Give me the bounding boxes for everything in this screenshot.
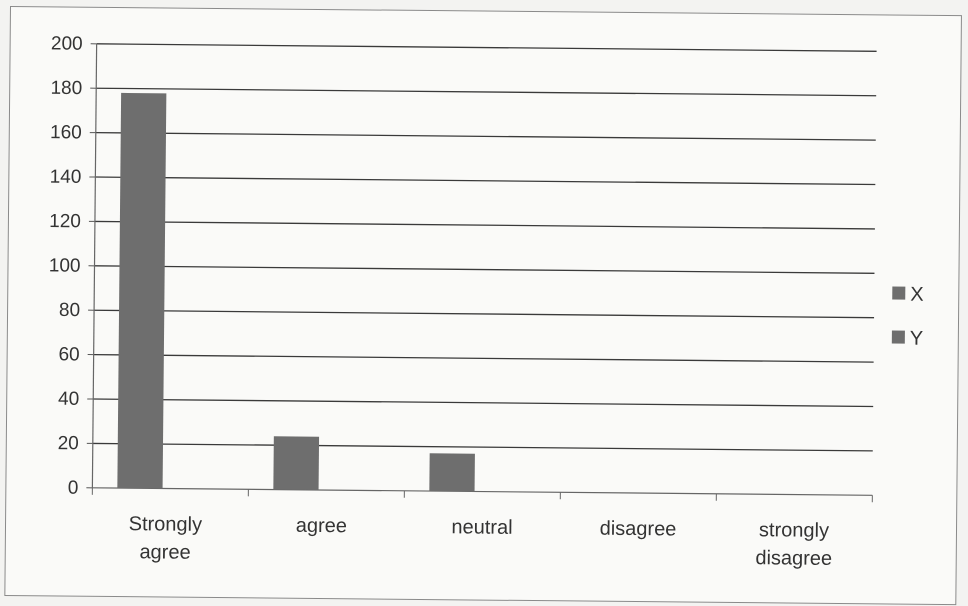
- y-tick-label: 60: [58, 344, 79, 365]
- bar-x-1: [273, 436, 320, 490]
- bars: [117, 92, 475, 492]
- x-category-label: strongly disagree: [755, 519, 832, 570]
- gridline: [94, 220, 875, 230]
- gridline: [95, 131, 876, 141]
- gridline: [95, 176, 876, 186]
- y-axis-line: [91, 43, 98, 488]
- y-tick-label: 140: [50, 167, 82, 188]
- bar-x-2: [429, 453, 475, 492]
- y-tick-label: 160: [50, 122, 82, 143]
- legend-label-y: Y: [910, 328, 924, 350]
- gridline: [93, 353, 874, 363]
- y-tick-label: 80: [59, 300, 80, 321]
- gridline: [93, 398, 874, 408]
- x-category-label: Strongly agree: [128, 513, 202, 564]
- x-category-label: neutral: [451, 516, 512, 539]
- y-tick-label: 100: [49, 255, 81, 276]
- gridlines: [92, 43, 877, 452]
- y-tick-label: 0: [68, 478, 79, 499]
- legend-swatch-x: [892, 286, 906, 300]
- gridline: [94, 265, 875, 274]
- gridline: [96, 87, 877, 97]
- legend: XY: [891, 284, 924, 350]
- y-tick-label: 180: [50, 78, 82, 99]
- gridline: [96, 43, 877, 52]
- legend-swatch-y: [891, 330, 905, 344]
- y-tick-label: 120: [49, 211, 81, 232]
- x-category-label: agree: [296, 515, 347, 537]
- y-tick-labels: 0 20 40 60 80 100 120 140 160 180 200: [49, 33, 83, 499]
- axes: [86, 43, 873, 503]
- chart-frame: 0 20 40 60 80 100 120 140 160 180 200 Strongly agre…: [4, 6, 962, 606]
- gridline: [92, 442, 873, 452]
- y-tick-label: 200: [51, 33, 83, 54]
- bar-x-0: [117, 92, 167, 489]
- gridline: [94, 309, 875, 319]
- y-tick-label: 20: [58, 433, 79, 454]
- legend-label-x: X: [910, 284, 924, 306]
- x-category-label: disagree: [600, 518, 677, 541]
- bar-chart: 0 20 40 60 80 100 120 140 160 180 200 Strongly agre…: [49, 33, 924, 570]
- x-category-labels: Strongly agree agree neutral disagree strongl…: [128, 513, 833, 570]
- y-tick-label: 40: [58, 389, 79, 410]
- x-axis-line: [92, 487, 873, 496]
